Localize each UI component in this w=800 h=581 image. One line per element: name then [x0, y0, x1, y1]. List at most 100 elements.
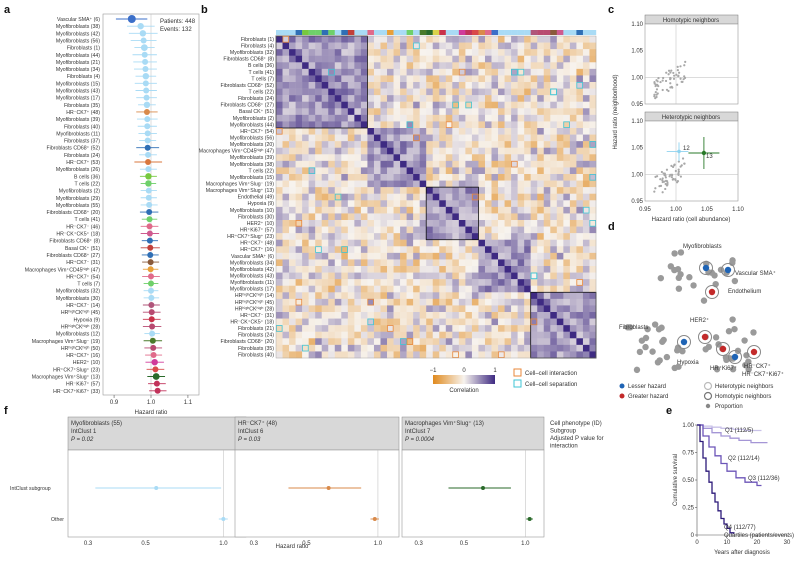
heatmap-cell	[550, 128, 558, 135]
heatmap-cell	[511, 226, 518, 234]
heatmap-cell	[582, 252, 590, 260]
heatmap-cell	[419, 101, 427, 109]
heatmap-cell	[302, 101, 309, 109]
heatmap-cell	[282, 68, 290, 76]
heatmap-cell	[543, 75, 551, 83]
hazard-cell	[750, 348, 758, 356]
heatmap-cell	[419, 344, 427, 352]
y-tick-label: 1.00	[631, 172, 643, 178]
heatmap-cell	[360, 62, 368, 70]
heatmap-cell	[328, 200, 336, 208]
heatmap-cell	[334, 108, 342, 116]
heatmap-cell	[582, 55, 590, 63]
heatmap-cell	[563, 167, 571, 175]
heatmap-cell	[360, 279, 368, 286]
heatmap-cell	[556, 266, 564, 273]
heatmap-cell	[315, 167, 322, 175]
heatmap-cell	[387, 95, 394, 102]
heatmap-cell	[465, 344, 473, 352]
heatmap-cell	[445, 252, 453, 260]
scatter-point	[655, 95, 658, 99]
heatmap-cell	[406, 95, 414, 102]
column-color-bar	[341, 30, 349, 35]
heatmap-cell	[367, 226, 375, 234]
heatmap-cell	[328, 174, 336, 181]
heatmap-cell	[367, 312, 375, 319]
heatmap-cell	[511, 213, 518, 221]
heatmap-cell	[387, 213, 394, 221]
heatmap-cell	[550, 68, 558, 76]
heatmap-cell	[478, 160, 486, 168]
heatmap-cell	[504, 36, 512, 43]
heatmap-cell	[530, 49, 538, 56]
heatmap-cell	[315, 68, 322, 76]
heatmap-cell	[484, 325, 492, 332]
heatmap-cell	[413, 233, 420, 240]
heatmap-cell	[537, 141, 545, 148]
heatmap-cell	[458, 108, 466, 116]
scatter-point	[677, 168, 680, 171]
heatmap-cell	[556, 325, 564, 332]
heatmap-cell	[380, 252, 388, 260]
heatmap-cell	[517, 180, 525, 188]
heatmap-cell	[276, 206, 283, 214]
heatmap-cell	[432, 272, 440, 280]
heatmap-cell	[530, 193, 538, 201]
interaction-marker	[406, 338, 414, 345]
heatmap-cell	[550, 292, 558, 300]
heatmap-cell	[328, 312, 336, 319]
heatmap-cell	[543, 187, 551, 194]
heatmap-cell	[550, 154, 558, 162]
heatmap-cell	[478, 312, 486, 319]
heatmap-cell	[282, 88, 290, 96]
heatmap-cell	[498, 252, 505, 260]
heatmap-cell	[315, 344, 322, 352]
heatmap-cell	[569, 75, 577, 83]
heatmap-cell	[524, 206, 531, 214]
heatmap-cell	[465, 226, 473, 234]
heatmap-cell	[484, 226, 492, 234]
heatmap-cell	[341, 49, 349, 56]
heatmap-cell	[347, 55, 355, 63]
heatmap-cell	[406, 226, 414, 234]
heatmap-cell	[387, 42, 394, 50]
heatmap-cell	[556, 259, 564, 267]
heatmap-cell	[334, 298, 342, 306]
heatmap-cell	[321, 272, 329, 280]
heatmap-cell	[413, 193, 420, 201]
heatmap-cell	[445, 298, 453, 306]
heatmap-cell	[426, 220, 433, 227]
heatmap-cell	[478, 338, 486, 346]
heatmap-cell	[419, 266, 427, 273]
heatmap-cell	[517, 279, 525, 286]
heatmap-cell	[341, 279, 349, 286]
heatmap-cell	[589, 331, 597, 339]
heatmap-cell	[328, 338, 336, 346]
heatmap-cell	[543, 318, 551, 326]
heatmap-cell	[295, 174, 303, 181]
separation-marker	[589, 219, 596, 227]
hr-point	[153, 380, 160, 387]
panel-b-correlation-heatmap: Fibroblasts (1)Fibroblasts (4)Myofibrobl…	[199, 30, 597, 394]
hr-point	[144, 137, 151, 144]
heatmap-cell	[406, 49, 414, 56]
heatmap-cell	[334, 121, 342, 129]
x-tick-label: 1.10	[732, 207, 744, 213]
heatmap-cell	[530, 141, 538, 148]
heatmap-cell	[360, 325, 368, 332]
heatmap-cell	[563, 351, 571, 359]
heatmap-row-label: HRʰⁱᵍʰCKʰⁱᵍʰ (14)	[235, 292, 274, 299]
legend-hetero-label: Heterotypic neighbors	[715, 384, 773, 390]
heatmap-cell	[295, 272, 303, 280]
scatter-point	[677, 172, 680, 175]
heatmap-cell	[432, 62, 440, 70]
separation-marker	[413, 42, 420, 50]
heatmap-cell	[282, 55, 290, 63]
heatmap-cell	[289, 128, 296, 135]
heatmap-cell	[406, 298, 414, 306]
column-color-bar	[328, 30, 335, 35]
heatmap-cell	[413, 108, 420, 116]
heatmap-cell	[419, 147, 427, 155]
schematic-label-hrck7: HR⁻CK7⁺	[744, 363, 771, 370]
heatmap-cell	[556, 331, 564, 339]
